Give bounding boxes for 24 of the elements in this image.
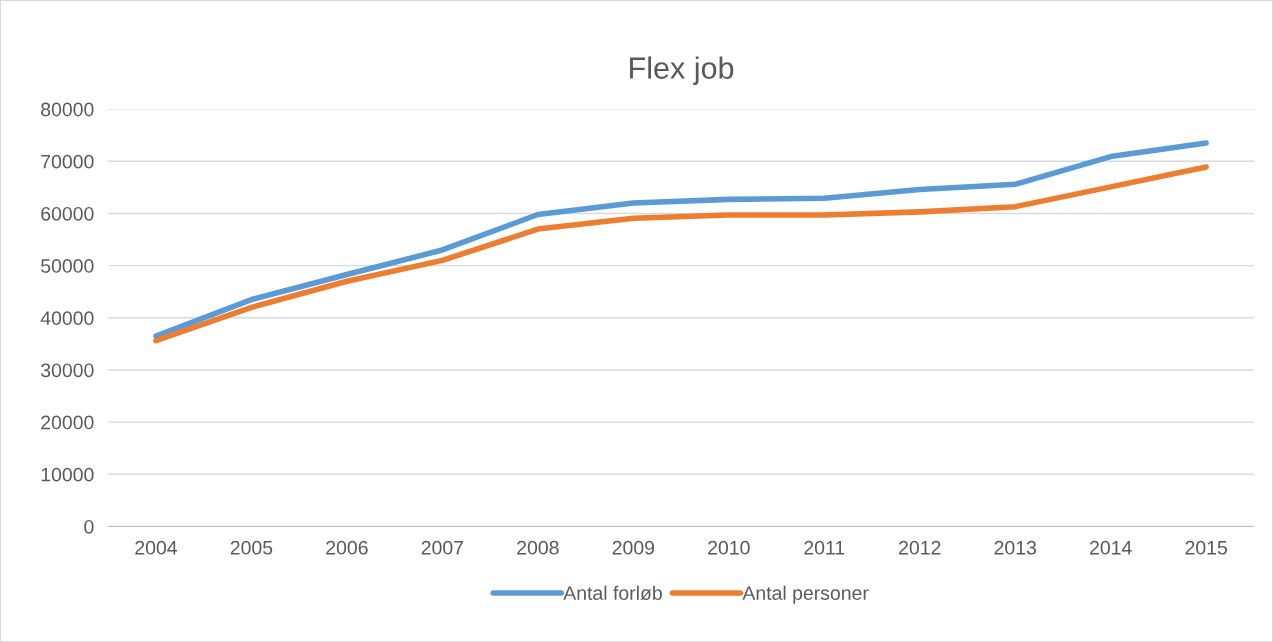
y-tick-label: 60000 xyxy=(41,206,94,221)
x-tick-label: 2006 xyxy=(326,540,368,555)
y-tick-label: 70000 xyxy=(41,154,94,169)
y-tick-label: 20000 xyxy=(41,415,94,430)
x-tick-label: 2012 xyxy=(899,540,941,555)
x-tick-label: 2013 xyxy=(994,540,1036,555)
x-tick-label: 2008 xyxy=(517,540,559,555)
x-tick-label: 2014 xyxy=(1090,540,1132,555)
x-tick-label: 2007 xyxy=(421,540,464,555)
y-tick-label: 40000 xyxy=(40,311,94,326)
y-tick-label: 0 xyxy=(84,519,94,534)
x-tick-label: 2005 xyxy=(230,540,273,555)
x-tick-label: 2015 xyxy=(1185,540,1227,555)
x-tick-label: 2011 xyxy=(804,540,845,555)
x-tick-label: 2010 xyxy=(708,540,750,555)
y-tick-label: 30000 xyxy=(40,363,94,378)
y-tick-label: 10000 xyxy=(41,467,94,482)
legend-label: Antal personer xyxy=(742,585,869,604)
legend-label: Antal forløb xyxy=(563,585,662,601)
x-tick-label: 2004 xyxy=(135,540,177,555)
y-tick-label: 80000 xyxy=(41,102,94,117)
y-tick-label: 50000 xyxy=(41,259,94,273)
x-tick-label: 2009 xyxy=(612,540,655,555)
chart-title: Flex job xyxy=(630,56,734,85)
